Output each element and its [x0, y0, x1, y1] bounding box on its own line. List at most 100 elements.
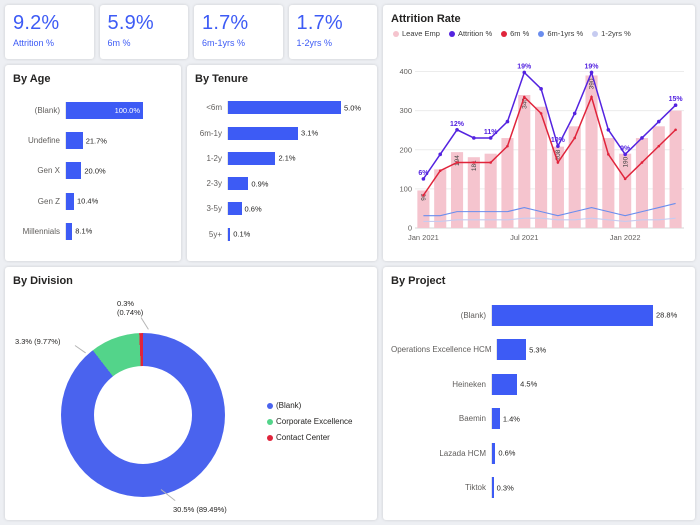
legend-item[interactable]: (Blank) [267, 401, 352, 410]
data-point[interactable] [657, 144, 661, 148]
bar-track: 100.0% [65, 102, 143, 120]
line-series[interactable] [423, 217, 676, 223]
data-point[interactable] [455, 127, 459, 132]
data-point[interactable] [422, 193, 425, 197]
category-label: Millennials [22, 226, 60, 236]
leave-emp-bar[interactable] [669, 110, 682, 228]
leader-line [74, 345, 86, 354]
bar-1[interactable]: 21.7% [66, 132, 107, 150]
data-point[interactable] [438, 169, 442, 172]
legend-label: Contact Center [276, 433, 330, 442]
legend-item[interactable]: 6m-1yrs % [538, 29, 583, 38]
data-point[interactable] [438, 152, 443, 157]
bar-row: 3-5y 0.6% [195, 202, 369, 216]
data-point[interactable] [606, 127, 611, 132]
leave-emp-bar[interactable] [551, 146, 564, 228]
legend-dot-icon [267, 402, 273, 409]
line-series[interactable] [423, 202, 676, 217]
bar-3[interactable]: 0.9% [228, 177, 268, 191]
bar-4[interactable]: 0.6% [228, 202, 262, 216]
bar-track: 2.1% [227, 151, 341, 165]
bar-track: 8.1% [65, 222, 143, 240]
data-point[interactable] [673, 103, 678, 108]
bar-0[interactable]: 5.0% [228, 101, 361, 115]
leave-emp-bar[interactable] [450, 152, 464, 228]
legend-item[interactable]: Corporate Excellence [267, 417, 352, 426]
bar-5[interactable]: 0.1% [228, 227, 250, 241]
legend-item[interactable]: Leave Emp [393, 29, 440, 38]
data-point[interactable] [589, 70, 594, 75]
data-point[interactable] [455, 161, 459, 164]
data-point[interactable] [674, 128, 677, 132]
leave-emp-bar[interactable] [619, 153, 632, 228]
data-point[interactable] [623, 152, 627, 157]
legend-item[interactable]: 1-2yrs % [592, 29, 631, 38]
leave-emp-bar[interactable] [585, 75, 598, 228]
bar-4[interactable]: 0.6% [492, 442, 515, 464]
value-label: 1.4% [502, 414, 520, 424]
data-point[interactable] [572, 111, 577, 116]
bar-1[interactable]: 3.1% [228, 126, 318, 140]
data-point[interactable] [539, 112, 543, 115]
data-point[interactable] [472, 161, 476, 164]
bar-2[interactable]: 4.5% [492, 373, 537, 395]
data-point[interactable] [472, 136, 476, 140]
line-series[interactable] [422, 70, 677, 180]
data-point[interactable] [506, 144, 509, 148]
data-point[interactable] [623, 177, 627, 181]
data-point[interactable] [522, 70, 527, 75]
bar-0[interactable]: 100.0% [66, 102, 143, 120]
data-point[interactable] [505, 119, 510, 124]
bar-data-label: 208 [555, 149, 562, 160]
point-data-label: 10% [551, 137, 566, 144]
chart-title-by-age: By Age [13, 73, 51, 85]
data-point[interactable] [421, 177, 426, 181]
leave-emp-bar[interactable] [417, 190, 430, 228]
legend-item[interactable]: Contact Center [267, 433, 352, 442]
bar-4[interactable]: 8.1% [66, 222, 92, 240]
category-label: 6m-1y [199, 128, 222, 138]
bar-5[interactable]: 0.3% [492, 477, 514, 499]
data-point[interactable] [556, 144, 560, 148]
kpi-label: 6m % [107, 38, 131, 48]
leave-emp-bar[interactable] [501, 138, 514, 228]
bar-track: 10.4% [65, 192, 143, 210]
category-label: 2-3y [206, 179, 222, 189]
data-point[interactable] [489, 161, 492, 164]
data-point[interactable] [607, 153, 610, 156]
leave-emp-bar[interactable] [434, 169, 447, 228]
category-label: Baemin [458, 414, 486, 424]
kpi-value: 1.7% [202, 12, 249, 34]
data-point[interactable] [573, 136, 577, 140]
data-point[interactable] [556, 161, 560, 164]
leave-emp-bar[interactable] [535, 106, 548, 228]
legend-item[interactable]: 6m % [501, 29, 529, 38]
bar-row: 5y+ 0.1% [195, 227, 369, 241]
bar-3[interactable]: 1.4% [492, 408, 520, 430]
division-legend: (Blank) Corporate Excellence Contact Cente… [267, 401, 352, 442]
data-point[interactable] [590, 95, 593, 99]
data-point[interactable] [522, 95, 526, 99]
data-point[interactable] [640, 136, 644, 140]
bar-3[interactable]: 10.4% [66, 192, 98, 210]
leave-emp-bar[interactable] [467, 157, 480, 228]
bar-2[interactable]: 2.1% [228, 151, 296, 165]
data-point[interactable] [488, 136, 493, 140]
leave-emp-bar[interactable] [635, 138, 649, 228]
small-charts-row: By Age (Blank) 100.0% Undefine 21.7% Gen X 20… [5, 65, 377, 261]
division-donut-chart[interactable] [61, 333, 225, 497]
point-data-label: 11% [484, 129, 498, 136]
data-point[interactable] [640, 161, 644, 164]
leave-emp-bar[interactable] [652, 126, 665, 228]
leave-emp-bar[interactable] [568, 126, 581, 228]
legend-item[interactable]: Attrition % [448, 29, 492, 38]
leave-emp-bar[interactable] [602, 138, 615, 228]
leave-emp-bar[interactable] [518, 95, 531, 228]
data-point[interactable] [656, 119, 661, 124]
line-series[interactable] [422, 94, 677, 196]
leave-emp-bar[interactable] [484, 153, 497, 228]
bar-1[interactable]: 5.3% [497, 339, 546, 361]
bar-2[interactable]: 20.0% [66, 162, 106, 180]
bar-0[interactable]: 28.8% [492, 304, 677, 326]
data-point[interactable] [539, 87, 543, 91]
